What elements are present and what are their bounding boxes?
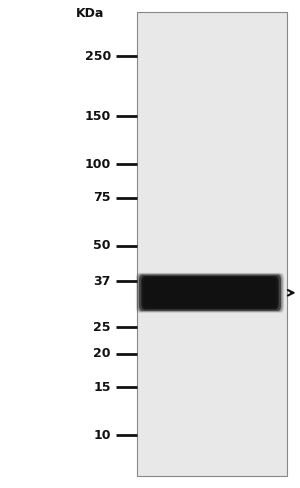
FancyBboxPatch shape xyxy=(141,276,279,309)
Text: 100: 100 xyxy=(85,158,111,170)
FancyBboxPatch shape xyxy=(139,275,281,311)
Text: KDa: KDa xyxy=(76,7,104,20)
Text: 250: 250 xyxy=(85,50,111,62)
Text: 15: 15 xyxy=(94,381,111,394)
FancyBboxPatch shape xyxy=(143,277,277,308)
Text: 50: 50 xyxy=(94,239,111,252)
Text: 75: 75 xyxy=(94,191,111,204)
Text: 37: 37 xyxy=(94,275,111,287)
Text: 20: 20 xyxy=(94,347,111,360)
FancyBboxPatch shape xyxy=(137,274,283,312)
FancyBboxPatch shape xyxy=(136,273,284,313)
Text: 150: 150 xyxy=(85,110,111,123)
Bar xyxy=(136,12,286,476)
Text: 10: 10 xyxy=(94,428,111,442)
Text: 25: 25 xyxy=(94,321,111,334)
